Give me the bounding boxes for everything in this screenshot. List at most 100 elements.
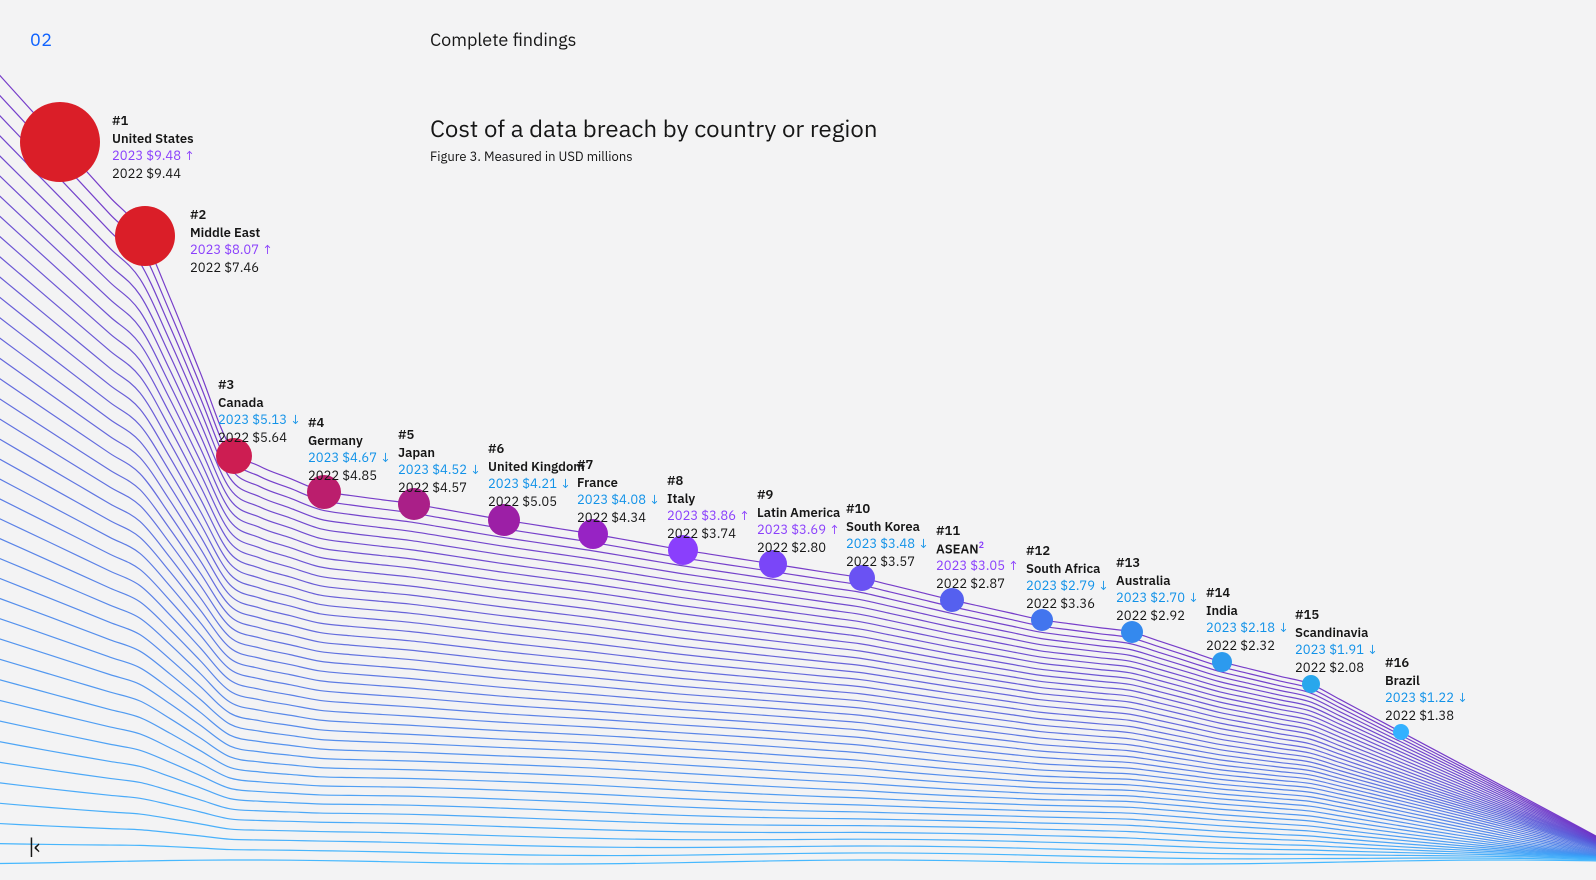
- data-bubble: [115, 206, 175, 266]
- value-2022: 2022 $2.87: [936, 575, 1019, 593]
- rank: #2: [190, 206, 273, 224]
- country-name: Japan: [398, 444, 481, 462]
- rank: #16: [1385, 654, 1468, 672]
- arrow-up-icon: ↑: [262, 241, 273, 258]
- country-name: India: [1206, 602, 1289, 620]
- data-label: #2Middle East2023 $8.07 ↑2022 $7.46: [190, 206, 273, 276]
- value-2023: 2023 $3.48 ↓: [846, 535, 929, 553]
- rank: #7: [577, 456, 660, 474]
- value-2022: 2022 $4.85: [308, 467, 391, 485]
- rank: #4: [308, 414, 391, 432]
- prev-page-icon[interactable]: |‹: [28, 836, 40, 858]
- rank: #15: [1295, 606, 1378, 624]
- value-2022: 2022 $4.34: [577, 509, 660, 527]
- value-2023: 2023 $5.13 ↓: [218, 411, 301, 429]
- country-name: South Korea: [846, 518, 929, 536]
- data-bubble: [20, 102, 100, 182]
- value-2023: 2023 $2.79 ↓: [1026, 577, 1109, 595]
- data-label: #3Canada2023 $5.13 ↓2022 $5.64: [218, 376, 301, 446]
- wave-line: [0, 713, 1596, 858]
- country-name: South Africa: [1026, 560, 1109, 578]
- value-2022: 2022 $1.38: [1385, 707, 1468, 725]
- data-bubble: [1393, 724, 1409, 740]
- value-2023: 2023 $1.91 ↓: [1295, 641, 1378, 659]
- arrow-down-icon: ↓: [1457, 689, 1468, 706]
- value-2023: 2023 $3.05 ↑: [936, 557, 1019, 575]
- arrow-down-icon: ↓: [470, 461, 481, 478]
- arrow-down-icon: ↓: [1188, 589, 1199, 606]
- data-label: #6United Kingdom2023 $4.21 ↓2022 $5.05: [488, 440, 585, 510]
- value-2022: 2022 $5.05: [488, 493, 585, 511]
- rank: #11: [936, 522, 1019, 540]
- value-2022: 2022 $3.36: [1026, 595, 1109, 613]
- rank: #3: [218, 376, 301, 394]
- arrow-down-icon: ↓: [649, 491, 660, 508]
- country-name: Scandinavia: [1295, 624, 1378, 642]
- data-label: #7France2023 $4.08 ↓2022 $4.34: [577, 456, 660, 526]
- country-name: Italy: [667, 490, 750, 508]
- value-2022: 2022 $7.46: [190, 259, 273, 277]
- data-label: #5Japan2023 $4.52 ↓2022 $4.57: [398, 426, 481, 496]
- rank: #5: [398, 426, 481, 444]
- data-label: #9Latin America2023 $3.69 ↑2022 $2.80: [757, 486, 840, 556]
- rank: #6: [488, 440, 585, 458]
- data-bubble: [1302, 675, 1320, 693]
- value-2023: 2023 $3.69 ↑: [757, 521, 840, 539]
- rank: #13: [1116, 554, 1199, 572]
- value-2022: 2022 $4.57: [398, 479, 481, 497]
- arrow-down-icon: ↓: [560, 475, 571, 492]
- data-bubble: [1031, 609, 1053, 631]
- data-label: #4Germany2023 $4.67 ↓2022 $4.85: [308, 414, 391, 484]
- data-label: #16Brazil2023 $1.22 ↓2022 $1.38: [1385, 654, 1468, 724]
- arrow-down-icon: ↓: [1278, 619, 1289, 636]
- value-2022: 2022 $9.44: [112, 165, 195, 183]
- rank: #12: [1026, 542, 1109, 560]
- value-2022: 2022 $3.57: [846, 553, 929, 571]
- country-name: United States: [112, 130, 195, 148]
- arrow-down-icon: ↓: [1367, 641, 1378, 658]
- value-2022: 2022 $2.32: [1206, 637, 1289, 655]
- country-name: Brazil: [1385, 672, 1468, 690]
- data-label: #1United States2023 $9.48 ↑2022 $9.44: [112, 112, 195, 182]
- data-bubble: [1212, 652, 1232, 672]
- rank: #14: [1206, 584, 1289, 602]
- value-2023: 2023 $8.07 ↑: [190, 241, 273, 259]
- data-label: #10South Korea2023 $3.48 ↓2022 $3.57: [846, 500, 929, 570]
- rank: #8: [667, 472, 750, 490]
- data-label: #8Italy2023 $3.86 ↑2022 $3.74: [667, 472, 750, 542]
- country-name: Germany: [308, 432, 391, 450]
- value-2022: 2022 $2.08: [1295, 659, 1378, 677]
- country-name: France: [577, 474, 660, 492]
- data-label: #15Scandinavia2023 $1.91 ↓2022 $2.08: [1295, 606, 1378, 676]
- data-label: #13Australia2023 $2.70 ↓2022 $2.92: [1116, 554, 1199, 624]
- arrow-up-icon: ↑: [184, 147, 195, 164]
- data-label: #14India2023 $2.18 ↓2022 $2.32: [1206, 584, 1289, 654]
- arrow-down-icon: ↓: [380, 449, 391, 466]
- value-2023: 2023 $4.67 ↓: [308, 449, 391, 467]
- value-2023: 2023 $4.52 ↓: [398, 461, 481, 479]
- country-name: Latin America: [757, 504, 840, 522]
- data-label: #12South Africa2023 $2.79 ↓2022 $3.36: [1026, 542, 1109, 612]
- arrow-down-icon: ↓: [918, 535, 929, 552]
- rank: #9: [757, 486, 840, 504]
- value-2023: 2023 $1.22 ↓: [1385, 689, 1468, 707]
- value-2023: 2023 $2.18 ↓: [1206, 619, 1289, 637]
- country-name: Canada: [218, 394, 301, 412]
- wave-line: [0, 266, 1596, 849]
- value-2023: 2023 $4.08 ↓: [577, 491, 660, 509]
- rank: #1: [112, 112, 195, 130]
- arrow-up-icon: ↑: [829, 521, 840, 538]
- data-label: #11ASEAN22023 $3.05 ↑2022 $2.87: [936, 522, 1019, 593]
- value-2022: 2022 $2.80: [757, 539, 840, 557]
- rank: #10: [846, 500, 929, 518]
- value-2023: 2023 $3.86 ↑: [667, 507, 750, 525]
- wave-line: [0, 542, 1596, 856]
- value-2022: 2022 $2.92: [1116, 607, 1199, 625]
- wave-line: [0, 860, 1596, 864]
- arrow-up-icon: ↑: [1008, 557, 1019, 574]
- arrow-up-icon: ↑: [739, 507, 750, 524]
- value-2023: 2023 $9.48 ↑: [112, 147, 195, 165]
- arrow-down-icon: ↓: [290, 411, 301, 428]
- country-name: United Kingdom: [488, 458, 585, 476]
- country-name: Middle East: [190, 224, 273, 242]
